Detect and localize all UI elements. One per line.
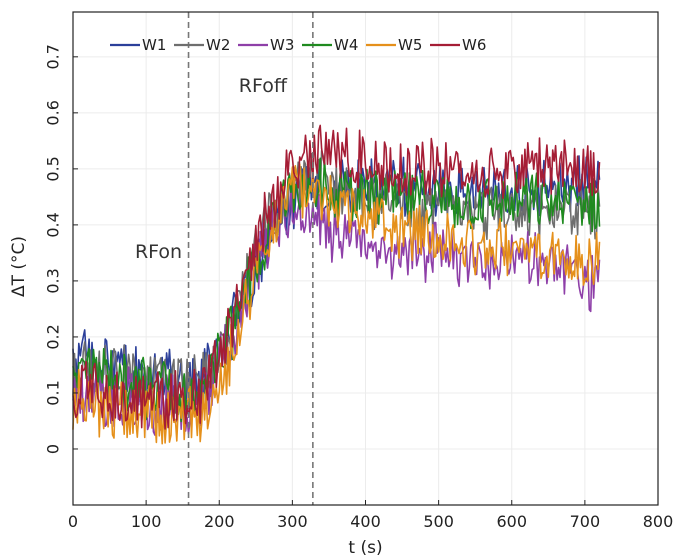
series-line-w6 (72, 124, 601, 430)
x-axis-label: t (s) (348, 538, 382, 558)
legend-item-w3: W3 (238, 36, 294, 54)
legend-item-w4: W4 (302, 36, 358, 54)
y-tick-label: 0.4 (44, 212, 63, 237)
legend-label: W2 (206, 36, 230, 54)
legend-item-w1: W1 (110, 36, 166, 54)
y-tick-label: 0.3 (44, 268, 63, 293)
legend-item-w6: W6 (430, 36, 486, 54)
y-axis-label: ΔT (°C) (9, 236, 29, 297)
x-tick-label: 600 (496, 512, 527, 531)
y-tick-label: 0.5 (44, 156, 63, 181)
x-tick-label: 300 (277, 512, 308, 531)
y-tick-label: 0.1 (44, 380, 63, 405)
legend: W1 W2 W3 W4 W5 W6 (110, 36, 486, 54)
annotation-rfoff: RFoff (239, 75, 288, 97)
y-tick-label: 0.7 (44, 44, 63, 69)
x-tick-label: 700 (570, 512, 601, 531)
series-layer (72, 124, 601, 445)
legend-item-w5: W5 (366, 36, 422, 54)
series-line-w4 (72, 157, 601, 423)
tick-layer: 0 100 200 300 400 500 600 700 800 0 0.1 0.2 0.3 0.4 0.… (44, 44, 674, 531)
legend-label: W5 (398, 36, 422, 54)
legend-label: W3 (270, 36, 294, 54)
x-tick-label: 0 (68, 512, 78, 531)
series-line-w5 (72, 163, 601, 445)
x-tick-label: 200 (204, 512, 235, 531)
x-tick-label: 400 (350, 512, 381, 531)
x-tick-label: 100 (131, 512, 162, 531)
x-tick-label: 800 (643, 512, 674, 531)
x-tick-label: 500 (423, 512, 454, 531)
y-tick-label: 0.2 (44, 324, 63, 349)
annotation-layer: RFon RFoff (135, 75, 288, 263)
legend-label: W6 (462, 36, 486, 54)
y-tick-label: 0 (44, 444, 63, 454)
annotation-rfon: RFon (135, 241, 182, 263)
vline-layer (187, 12, 314, 505)
legend-label: W4 (334, 36, 358, 54)
legend-item-w2: W2 (174, 36, 230, 54)
legend-label: W1 (142, 36, 166, 54)
y-tick-label: 0.6 (44, 100, 63, 125)
